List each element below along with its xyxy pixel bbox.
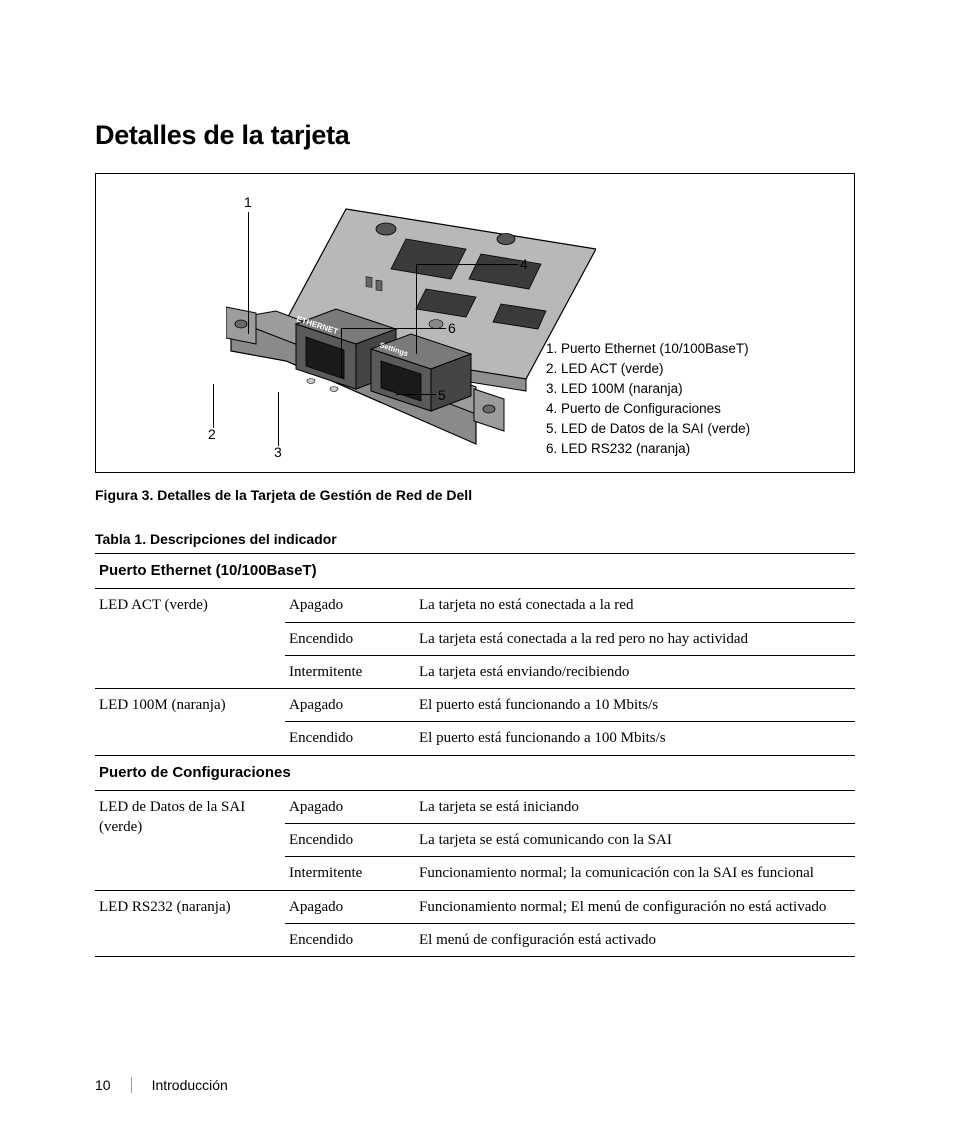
figure-legend: 1. Puerto Ethernet (10/100BaseT) 2. LED … (546, 339, 750, 459)
legend-item-2: 2. LED ACT (verde) (546, 359, 750, 379)
footer-section: Introducción (152, 1077, 228, 1093)
footer-divider (131, 1077, 132, 1093)
legend-item-5: 5. LED de Datos de la SAI (verde) (546, 419, 750, 439)
board-illustration: ETHERNET Settings ACT 100M MAC: UPS Data… (226, 189, 596, 469)
table-title: Tabla 1. Descripciones del indicador (95, 531, 859, 547)
svg-text:ACT: ACT (297, 384, 312, 395)
legend-item-4: 4. Puerto de Configuraciones (546, 399, 750, 419)
svg-text:RS232: RS232 (410, 424, 431, 437)
table-row: LED RS232 (naranja) Apagado Funcionamien… (95, 890, 855, 923)
indicator-table: Puerto Ethernet (10/100BaseT) LED ACT (v… (95, 553, 855, 957)
table-row: Intermitente Funcionamiento normal; la c… (95, 857, 855, 890)
table-row: LED 100M (naranja) Apagado El puerto est… (95, 689, 855, 722)
page-number: 10 (95, 1077, 111, 1093)
figure-box: ETHERNET Settings ACT 100M MAC: UPS Data… (95, 173, 855, 473)
legend-item-6: 6. LED RS232 (naranja) (546, 439, 750, 459)
callout-2: 2 (208, 426, 216, 442)
table-row: LED ACT (verde) Apagado La tarjeta no es… (95, 589, 855, 622)
table-section-header: Puerto Ethernet (10/100BaseT) (95, 554, 855, 589)
svg-text:UPS Data: UPS Data (353, 409, 383, 425)
svg-text:100M: 100M (322, 391, 340, 403)
legend-item-1: 1. Puerto Ethernet (10/100BaseT) (546, 339, 750, 359)
table-row: Intermitente La tarjeta está enviando/re… (95, 655, 855, 688)
page-footer: 10 Introducción (95, 1077, 228, 1093)
table-row: Encendido La tarjeta está conectada a la… (95, 622, 855, 655)
table-row: LED de Datos de la SAI (verde) Apagado L… (95, 790, 855, 823)
table-row: Encendido El menú de configuración está … (95, 923, 855, 956)
page-heading: Detalles de la tarjeta (95, 120, 859, 151)
table-row: Encendido El puerto está funcionando a 1… (95, 722, 855, 755)
legend-item-3: 3. LED 100M (naranja) (546, 379, 750, 399)
svg-text:MAC:: MAC: (287, 399, 305, 411)
table-section-header: Puerto de Configuraciones (95, 755, 855, 790)
callout-4: 4 (520, 256, 528, 272)
figure-caption: Figura 3. Detalles de la Tarjeta de Gest… (95, 487, 859, 503)
callout-6: 6 (448, 320, 456, 336)
callout-1: 1 (244, 194, 252, 210)
callout-3: 3 (274, 444, 282, 460)
callout-5: 5 (438, 387, 446, 403)
